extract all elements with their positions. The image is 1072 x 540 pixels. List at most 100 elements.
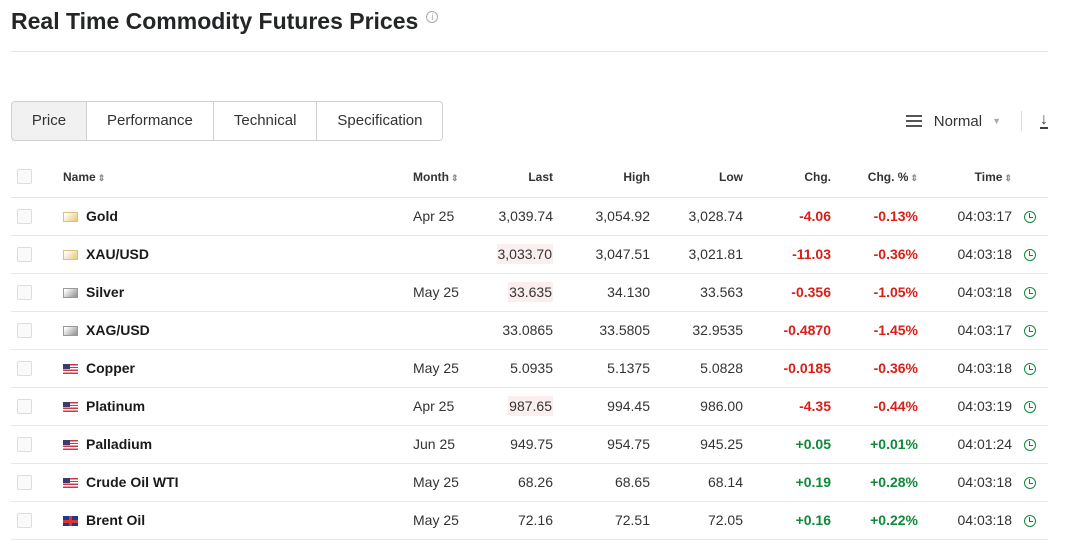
low-cell: 3,028.74: [650, 197, 743, 236]
commodity-name-link[interactable]: Brent Oil: [86, 512, 146, 528]
commodity-name-link[interactable]: Platinum: [86, 398, 146, 414]
col-name-label: Name: [63, 169, 96, 184]
commodity-name-link[interactable]: Palladium: [86, 436, 153, 452]
last-cell: 3,033.70: [493, 235, 553, 274]
table-row[interactable]: Brent Oil May 25 72.16 72.51 72.05 +0.16…: [11, 501, 1048, 540]
time-cell: 04:01:24: [918, 425, 1012, 464]
low-cell: 32.9535: [650, 311, 743, 350]
commodity-name-link[interactable]: XAU/USD: [86, 246, 150, 262]
clock-icon: [1024, 401, 1036, 414]
high-cell: 954.75: [553, 425, 650, 464]
time-cell: 04:03:19: [918, 387, 1012, 426]
col-month[interactable]: Month ⇕: [413, 157, 493, 198]
gold-icon: [63, 250, 78, 261]
commodity-name-link[interactable]: Silver: [86, 284, 125, 300]
last-cell: 33.0865: [493, 311, 553, 350]
row-checkbox[interactable]: [17, 437, 32, 453]
last-cell: 3,039.74: [493, 197, 553, 236]
row-checkbox[interactable]: [17, 285, 32, 301]
tab-price[interactable]: Price: [11, 101, 87, 141]
select-all-checkbox[interactable]: [17, 169, 32, 185]
commodity-name-link[interactable]: XAG/USD: [86, 322, 150, 338]
col-low[interactable]: Low: [650, 157, 743, 198]
col-last[interactable]: Last: [493, 157, 553, 198]
month-cell: May 25: [413, 349, 493, 388]
col-chg-pct[interactable]: Chg. % ⇕: [831, 157, 918, 198]
commodity-name-link[interactable]: Gold: [86, 208, 118, 224]
clock-icon: [1024, 287, 1036, 300]
col-time[interactable]: Time ⇕: [918, 157, 1012, 198]
month-cell: May 25: [413, 273, 493, 312]
sort-icon: ⇕: [450, 172, 459, 183]
table-row[interactable]: XAG/USD 33.0865 33.5805 32.9535 -0.4870 …: [11, 311, 1048, 350]
chg-cell: -0.4870: [743, 311, 831, 350]
uk-flag-icon: [63, 516, 78, 527]
commodity-name-link[interactable]: Copper: [86, 360, 135, 376]
low-cell: 72.05: [650, 501, 743, 540]
time-cell: 04:03:18: [918, 235, 1012, 274]
row-checkbox[interactable]: [17, 209, 32, 225]
commodity-table: Name ⇕ Month ⇕ Last High Low Chg. Chg. % ⇕ …: [11, 157, 1048, 540]
row-checkbox[interactable]: [17, 475, 32, 491]
table-row[interactable]: Silver May 25 33.635 34.130 33.563 -0.35…: [11, 273, 1048, 312]
time-cell: 04:03:18: [918, 463, 1012, 502]
clock-icon: [1024, 363, 1036, 376]
last-value: 987.65: [508, 396, 553, 416]
tab-performance[interactable]: Performance: [87, 101, 214, 141]
commodity-name-link[interactable]: Crude Oil WTI: [86, 474, 179, 490]
high-cell: 33.5805: [553, 311, 650, 350]
chg-cell: -4.35: [743, 387, 831, 426]
time-cell: 04:03:17: [918, 197, 1012, 236]
table-row[interactable]: Palladium Jun 25 949.75 954.75 945.25 +0…: [11, 425, 1048, 464]
row-checkbox[interactable]: [17, 247, 32, 263]
last-value: 949.75: [510, 436, 553, 452]
table-row[interactable]: XAU/USD 3,033.70 3,047.51 3,021.81 -11.0…: [11, 235, 1048, 274]
last-cell: 987.65: [493, 387, 553, 426]
high-cell: 994.45: [553, 387, 650, 426]
last-value: 33.635: [508, 282, 553, 302]
table-header: Name ⇕ Month ⇕ Last High Low Chg. Chg. % ⇕ …: [11, 157, 1048, 198]
col-time-label: Time: [974, 169, 1003, 184]
chg-pct-cell: +0.01%: [831, 425, 918, 464]
row-checkbox[interactable]: [17, 361, 32, 377]
high-cell: 72.51: [553, 501, 650, 540]
chg-cell: +0.05: [743, 425, 831, 464]
silver-icon: [63, 326, 78, 337]
chg-pct-cell: -0.44%: [831, 387, 918, 426]
us-flag-icon: [63, 478, 78, 489]
chg-cell: +0.19: [743, 463, 831, 502]
chg-pct-cell: -0.36%: [831, 235, 918, 274]
row-checkbox[interactable]: [17, 323, 32, 339]
row-checkbox[interactable]: [17, 513, 32, 529]
col-high[interactable]: High: [553, 157, 650, 198]
last-cell: 5.0935: [493, 349, 553, 388]
page-title: Real Time Commodity Futures Prices i: [11, 8, 439, 35]
low-cell: 5.0828: [650, 349, 743, 388]
col-chg[interactable]: Chg.: [743, 157, 831, 198]
table-row[interactable]: Crude Oil WTI May 25 68.26 68.65 68.14 +…: [11, 463, 1048, 502]
month-cell: Apr 25: [413, 197, 493, 236]
month-cell: May 25: [413, 463, 493, 502]
view-select[interactable]: Normal: [933, 112, 983, 130]
clock-icon: [1024, 211, 1036, 224]
info-icon[interactable]: i: [426, 10, 439, 23]
clock-icon: [1024, 325, 1036, 338]
table-row[interactable]: Copper May 25 5.0935 5.1375 5.0828 -0.01…: [11, 349, 1048, 388]
tab-specification[interactable]: Specification: [317, 101, 444, 141]
table-row[interactable]: Platinum Apr 25 987.65 994.45 986.00 -4.…: [11, 387, 1048, 426]
row-checkbox[interactable]: [17, 399, 32, 415]
chg-cell: -0.356: [743, 273, 831, 312]
us-flag-icon: [63, 440, 78, 451]
time-cell: 04:03:18: [918, 501, 1012, 540]
clock-icon: [1024, 439, 1036, 452]
download-icon[interactable]: ↓: [1040, 111, 1048, 129]
list-icon: [905, 115, 922, 127]
month-cell: [413, 235, 493, 274]
month-cell: May 25: [413, 501, 493, 540]
chg-pct-cell: +0.28%: [831, 463, 918, 502]
low-cell: 3,021.81: [650, 235, 743, 274]
table-row[interactable]: Gold Apr 25 3,039.74 3,054.92 3,028.74 -…: [11, 197, 1048, 236]
high-cell: 34.130: [553, 273, 650, 312]
col-name[interactable]: Name ⇕: [49, 157, 413, 198]
tab-technical[interactable]: Technical: [213, 101, 318, 141]
